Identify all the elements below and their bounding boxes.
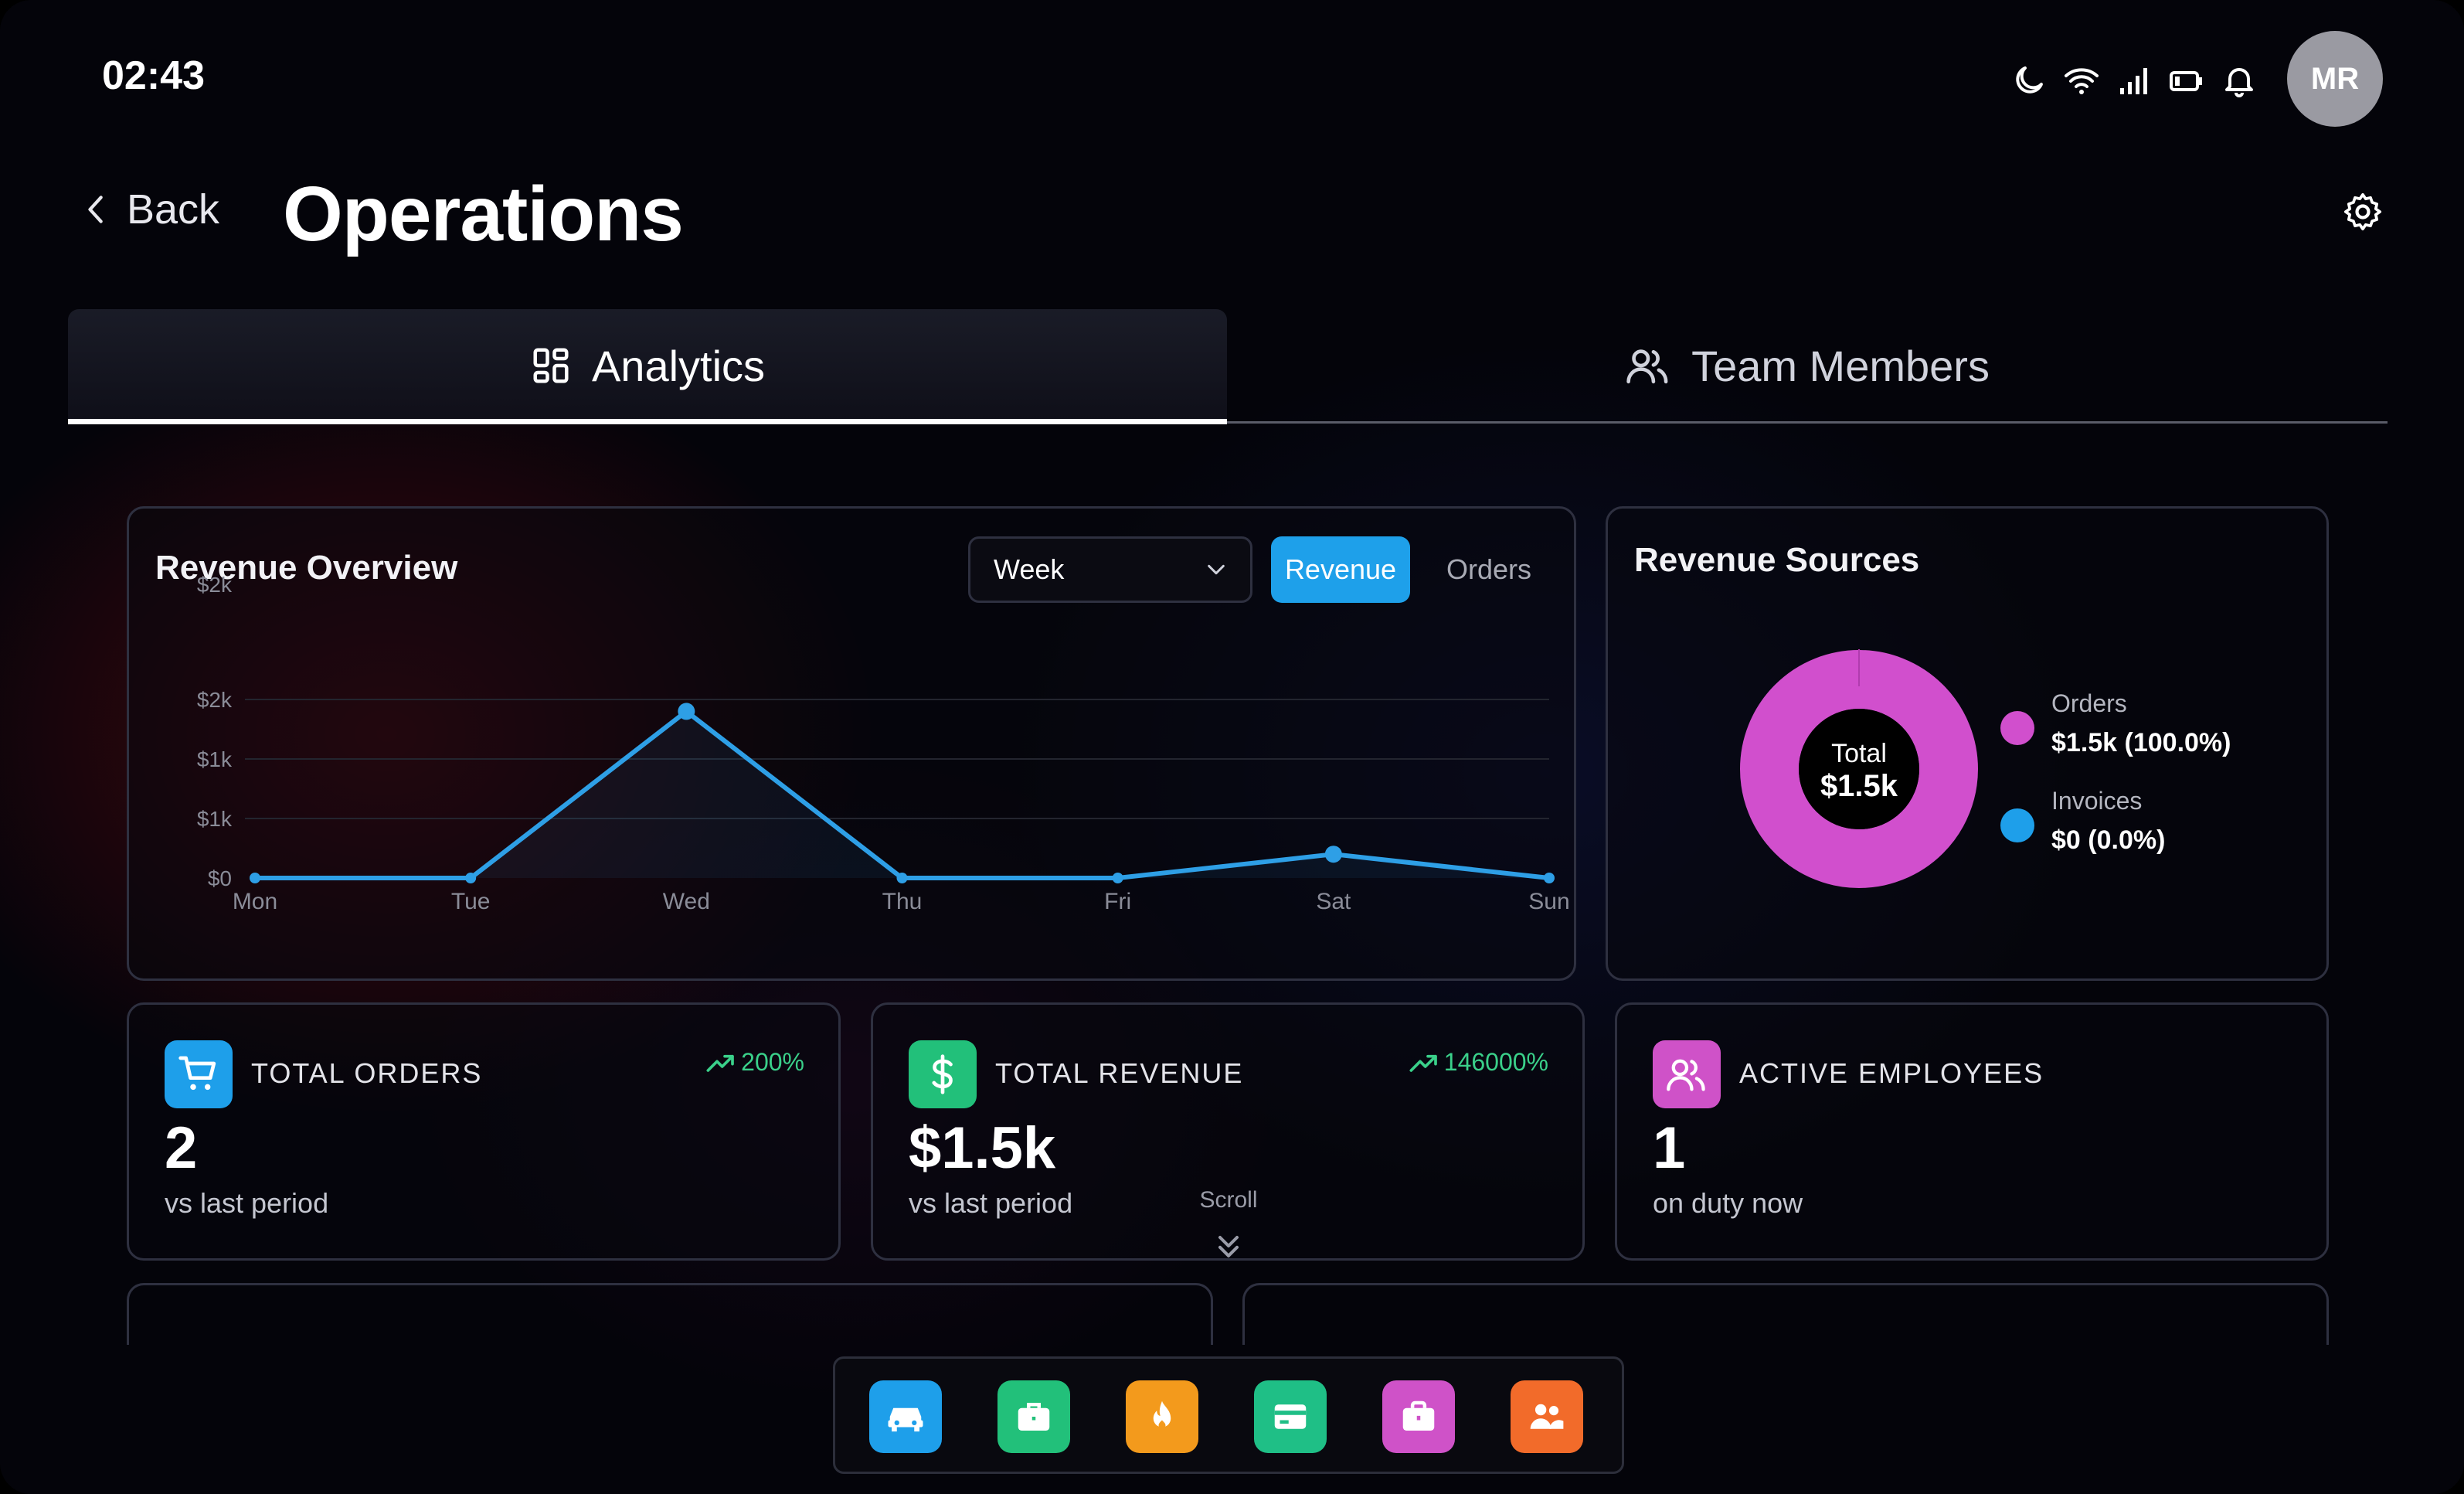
x-tick-label: Wed [663, 889, 710, 914]
donut-center-label: Total [1831, 739, 1887, 768]
y-tick-label: $1k [197, 747, 233, 771]
period-select-value: Week [994, 553, 1065, 585]
chevron-left-icon [88, 196, 103, 223]
donut-hole [1799, 709, 1919, 829]
card-icon[interactable] [1254, 1380, 1327, 1453]
data-point [465, 873, 477, 883]
donut-center-value: $1.5k [1820, 769, 1898, 803]
data-point [1112, 873, 1123, 883]
team-icon[interactable] [1511, 1380, 1583, 1453]
stat-value: $1.5k [909, 1115, 1056, 1181]
y-tick-label: $2k [197, 573, 233, 597]
x-tick-label: Tue [451, 889, 491, 914]
revenue-toggle-button[interactable]: Revenue [1271, 536, 1410, 603]
stat-subtext: on duty now [1653, 1187, 1803, 1219]
stat-label: TOTAL REVENUE [995, 1057, 1244, 1089]
revenue-sources-card: Revenue Sources Total $1.5k Orders $1.5k… [1606, 506, 2329, 981]
trend-up-icon [1409, 1054, 1437, 1072]
x-tick-label: Fri [1104, 889, 1131, 914]
wifi-icon [2065, 68, 2099, 94]
data-point [1544, 873, 1555, 883]
stat-label: TOTAL ORDERS [251, 1057, 483, 1089]
scroll-hint: Scroll [1199, 1187, 1258, 1213]
legend-value-invoices: $0 (0.0%) [2051, 825, 2166, 855]
orders-toggle-button[interactable]: Orders [1446, 553, 1532, 585]
stat-subtext: vs last period [165, 1187, 329, 1219]
stat-trend: 146000% [1409, 1048, 1548, 1077]
data-point [1324, 846, 1342, 863]
next-card-peek-right [1242, 1283, 2329, 1345]
briefcase-icon[interactable] [997, 1380, 1070, 1453]
flame-icon[interactable] [1126, 1380, 1198, 1453]
stat-label: ACTIVE EMPLOYEES [1739, 1057, 2044, 1089]
tab-team-members-label: Team Members [1691, 341, 1990, 390]
x-tick-label: Sat [1316, 889, 1351, 914]
legend-dot-invoices [2000, 808, 2034, 842]
series-line [255, 709, 1550, 880]
dollar-icon [909, 1040, 977, 1108]
bag-icon[interactable] [1382, 1380, 1455, 1453]
tab-divider [1227, 421, 2388, 424]
gear-icon[interactable] [2341, 190, 2384, 233]
stat-value: 2 [165, 1115, 198, 1181]
stat-trend-value: 200% [741, 1048, 804, 1076]
signal-icon [2120, 68, 2147, 94]
stat-trend: 200% [705, 1048, 804, 1077]
stat-card-active-employees[interactable]: ACTIVE EMPLOYEES 1 on duty now [1615, 1002, 2329, 1261]
chevron-down-icon [1208, 564, 1225, 575]
battery-icon [2170, 71, 2202, 91]
stat-card-total-orders[interactable]: TOTAL ORDERS 200% 2 vs last period [127, 1002, 841, 1261]
tab-analytics[interactable]: Analytics [68, 309, 1227, 422]
period-select[interactable]: Week [968, 536, 1252, 603]
revenue-overview-card: Revenue Overview Week Revenue Orders $2k… [127, 506, 1576, 981]
stat-card-total-revenue[interactable]: TOTAL REVENUE 146000% $1.5k vs last peri… [871, 1002, 1585, 1261]
data-point [250, 873, 260, 883]
y-tick-label: $2k [197, 688, 233, 712]
legend-dot-orders [2000, 711, 2034, 745]
avatar[interactable]: MR [2287, 31, 2383, 127]
tab-team-members[interactable]: Team Members [1227, 309, 2388, 422]
car-icon[interactable] [869, 1380, 942, 1453]
data-point [896, 873, 908, 883]
revenue-overview-title: Revenue Overview [155, 549, 458, 587]
series-area [255, 711, 1549, 878]
back-label: Back [127, 186, 220, 233]
stat-value: 1 [1653, 1115, 1686, 1181]
tab-bar: Analytics Team Members [68, 309, 2388, 425]
stat-trend-value: 146000% [1443, 1048, 1548, 1076]
back-button[interactable]: Back [83, 185, 219, 233]
tab-analytics-label: Analytics [591, 341, 766, 390]
legend-name-orders: Orders [2051, 689, 2127, 717]
grid-icon [533, 348, 569, 383]
cart-icon [165, 1040, 233, 1108]
trend-up-icon [706, 1054, 734, 1072]
revenue-donut-chart: Total $1.5k [1740, 649, 1978, 888]
legend-value-orders: $1.5k (100.0%) [2051, 728, 2231, 757]
y-tick-label: $0 [208, 866, 232, 890]
legend-name-invoices: Invoices [2051, 787, 2143, 815]
users-icon [1626, 349, 1668, 384]
double-chevron-down-icon[interactable] [1212, 1229, 1246, 1263]
y-tick-label: $1k [197, 807, 233, 831]
stat-subtext: vs last period [909, 1187, 1073, 1219]
app-dock [833, 1356, 1624, 1474]
moon-icon [2016, 66, 2043, 94]
active-tab-indicator [68, 419, 1227, 424]
x-tick-label: Sun [1528, 889, 1569, 914]
bell-icon[interactable] [2221, 62, 2258, 99]
status-time: 02:43 [102, 53, 205, 98]
page-title: Operations [283, 171, 684, 257]
data-point [678, 703, 695, 720]
x-tick-label: Thu [882, 889, 923, 914]
revenue-sources-title: Revenue Sources [1634, 541, 1920, 579]
next-card-peek-left [127, 1283, 1213, 1345]
users-icon [1653, 1040, 1721, 1108]
x-tick-label: Mon [233, 889, 277, 914]
